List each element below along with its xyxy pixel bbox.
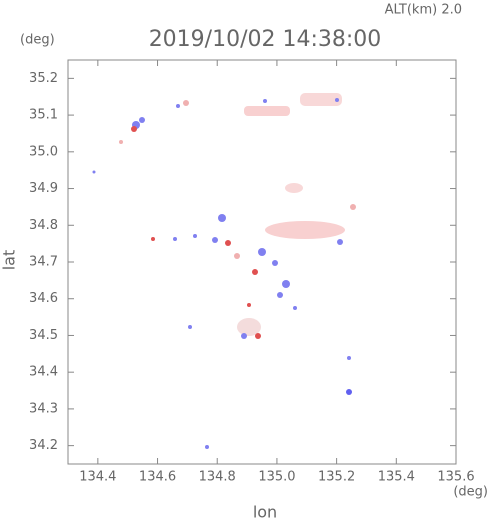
x-tick-label: 135.4: [378, 470, 415, 485]
y-tick-label: 34.8: [29, 218, 58, 233]
y-tick-label: 35.0: [29, 144, 58, 159]
x-tick-label: 135.0: [258, 470, 295, 485]
y-tick-label: 34.2: [29, 438, 58, 453]
plot-frame: [67, 59, 457, 465]
chart-title: 2019/10/02 14:38:00: [149, 27, 382, 52]
y-tick-label: 34.7: [29, 255, 58, 270]
chart-subtitle: ALT(km) 2.0: [385, 3, 462, 18]
x-tick-label: 134.6: [139, 470, 176, 485]
y-tick-label: 35.2: [29, 71, 58, 86]
x-tick-label: 134.8: [199, 470, 236, 485]
x-tick-label: 135.6: [437, 470, 474, 485]
y-tick-label: 34.9: [29, 181, 58, 196]
y-tick-label: 35.1: [29, 108, 58, 123]
x-unit: (deg): [453, 485, 488, 500]
x-tick-label: 135.2: [318, 470, 355, 485]
y-unit: (deg): [20, 33, 55, 48]
y-tick-label: 34.5: [29, 328, 58, 343]
y-tick-label: 34.4: [29, 365, 58, 380]
y-axis-label: lat: [0, 250, 19, 271]
x-axis-label: lon: [253, 503, 277, 521]
echo-field: [92, 93, 356, 449]
x-tick-label: 134.4: [79, 470, 116, 485]
y-tick-label: 34.6: [29, 291, 58, 306]
y-tick-label: 34.3: [29, 401, 58, 416]
